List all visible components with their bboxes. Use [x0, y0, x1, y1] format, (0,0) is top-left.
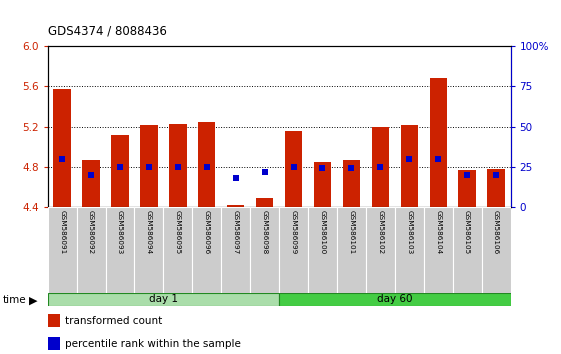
Bar	[221, 207, 250, 294]
Bar	[135, 207, 163, 294]
Bar	[371, 127, 389, 207]
Bar	[424, 207, 453, 294]
Text: time: time	[3, 295, 26, 305]
Text: GSM586105: GSM586105	[464, 210, 470, 254]
Bar	[314, 162, 331, 207]
Text: percentile rank within the sample: percentile rank within the sample	[65, 339, 241, 349]
Bar	[395, 207, 424, 294]
Text: GSM586093: GSM586093	[117, 210, 123, 254]
Bar	[163, 207, 192, 294]
Bar	[453, 207, 481, 294]
Text: GDS4374 / 8088436: GDS4374 / 8088436	[48, 24, 167, 37]
Bar	[250, 207, 279, 294]
Text: day 1: day 1	[149, 295, 178, 304]
Bar	[48, 207, 77, 294]
Bar	[105, 207, 135, 294]
Bar	[227, 205, 245, 207]
Text: GSM586101: GSM586101	[348, 210, 355, 254]
Bar	[111, 135, 128, 207]
Text: GSM586103: GSM586103	[406, 210, 412, 254]
Text: GSM586098: GSM586098	[261, 210, 268, 254]
Bar	[337, 207, 366, 294]
Bar	[53, 89, 71, 207]
Bar	[488, 169, 505, 207]
Bar	[308, 207, 337, 294]
Text: GSM586091: GSM586091	[59, 210, 65, 254]
Bar	[366, 207, 395, 294]
Text: transformed count: transformed count	[65, 316, 162, 326]
Bar	[169, 124, 186, 207]
Text: GSM586104: GSM586104	[435, 210, 441, 254]
Text: day 60: day 60	[377, 295, 412, 304]
Bar	[256, 198, 273, 207]
Bar	[192, 207, 221, 294]
Bar	[285, 131, 302, 207]
Bar	[481, 207, 511, 294]
Bar	[343, 160, 360, 207]
Text: ▶: ▶	[29, 295, 38, 305]
Bar	[198, 121, 215, 207]
Bar	[77, 207, 105, 294]
Text: GSM586102: GSM586102	[378, 210, 383, 254]
Text: GSM586092: GSM586092	[88, 210, 94, 254]
Bar	[430, 78, 447, 207]
Text: GSM586094: GSM586094	[146, 210, 152, 254]
Text: GSM586100: GSM586100	[319, 210, 325, 254]
Text: GSM586096: GSM586096	[204, 210, 210, 254]
Bar	[279, 293, 511, 306]
Bar	[82, 160, 100, 207]
Bar	[48, 293, 279, 306]
Bar	[458, 170, 476, 207]
Bar	[401, 125, 418, 207]
Text: GSM586106: GSM586106	[493, 210, 499, 254]
Bar	[140, 125, 158, 207]
Text: GSM586095: GSM586095	[175, 210, 181, 254]
Text: GSM586097: GSM586097	[233, 210, 239, 254]
Text: GSM586099: GSM586099	[291, 210, 297, 254]
Bar	[279, 207, 308, 294]
